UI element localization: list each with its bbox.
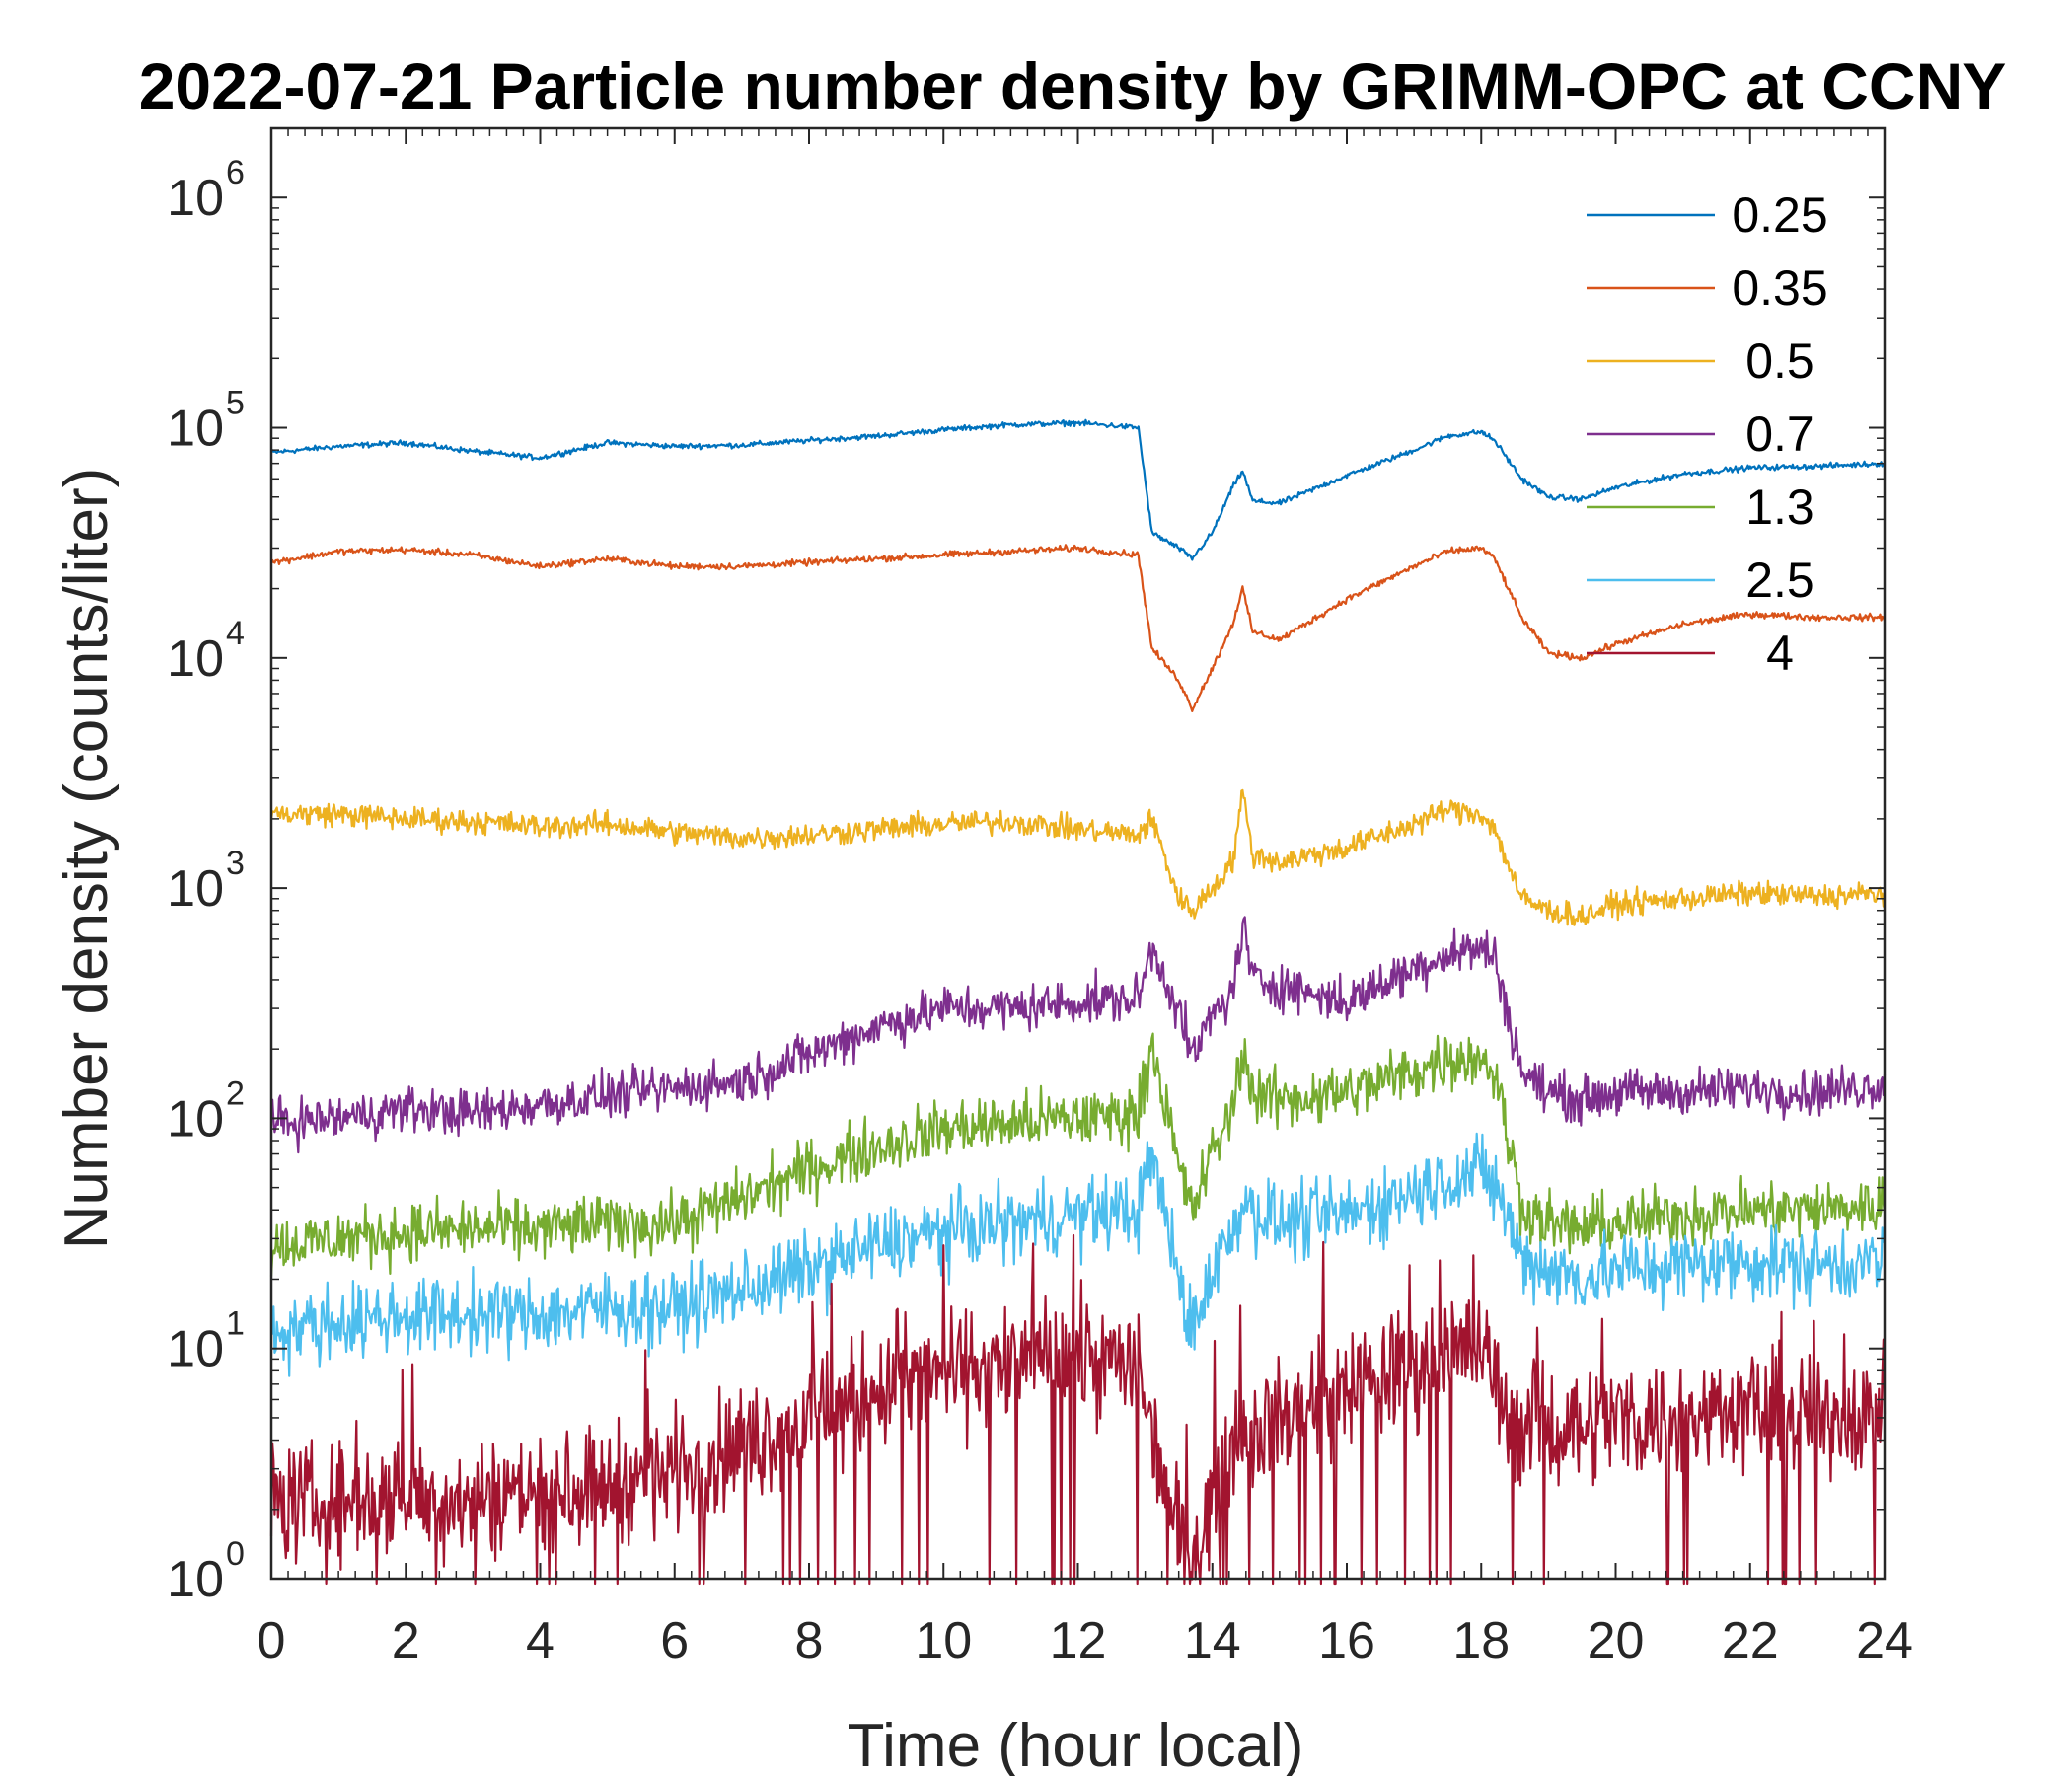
y-tick-label: 10 (167, 1090, 224, 1147)
y-tick-label: 10 (167, 860, 224, 918)
series-line-1.3 (269, 1032, 1887, 1277)
y-tick-label: 10 (167, 1321, 224, 1378)
y-tick-exponent: 5 (226, 385, 245, 422)
x-tick-label: 22 (1722, 1612, 1779, 1669)
x-tick-label: 20 (1588, 1612, 1645, 1669)
x-tick-label: 18 (1452, 1612, 1510, 1669)
legend-label-2.5: 2.5 (1745, 553, 1814, 608)
y-tick-exponent: 2 (226, 1074, 245, 1112)
x-axis-label: Time (hour local) (848, 1712, 1304, 1776)
y-tick-exponent: 6 (226, 154, 245, 191)
series-line-4 (269, 1233, 1887, 1586)
x-tick-label: 14 (1184, 1612, 1241, 1669)
legend: 0.25 0.35 0.5 0.7 1.3 2.5 4 (1587, 187, 1828, 681)
series-line-0.25 (270, 418, 1886, 561)
x-tick-label: 2 (392, 1612, 420, 1669)
legend-label-0.5: 0.5 (1745, 333, 1814, 389)
x-tick-label: 6 (660, 1612, 689, 1669)
y-tick-label: 10 (167, 630, 224, 688)
y-tick-exponent: 0 (226, 1535, 245, 1573)
y-tick-label: 10 (167, 170, 224, 227)
y-axis-label: Number density (counts/liter) (52, 468, 120, 1250)
series-line-0.5 (269, 788, 1887, 926)
x-tick-label: 24 (1856, 1612, 1913, 1669)
x-tick-label: 16 (1318, 1612, 1375, 1669)
series-layer (269, 418, 1887, 1586)
legend-label-0.35: 0.35 (1732, 260, 1827, 316)
legend-label-0.25: 0.25 (1732, 187, 1827, 243)
x-tick-label: 12 (1050, 1612, 1107, 1669)
x-tick-label: 0 (258, 1612, 286, 1669)
y-tick-exponent: 3 (226, 845, 245, 882)
series-line-0.7 (269, 916, 1887, 1154)
y-tick-label: 10 (167, 401, 224, 458)
y-tick-exponent: 1 (226, 1305, 245, 1343)
legend-label-4: 4 (1766, 626, 1794, 681)
legend-label-1.3: 1.3 (1745, 480, 1814, 535)
y-tick-exponent: 4 (226, 615, 245, 652)
x-tick-label: 10 (915, 1612, 972, 1669)
x-tick-label: 8 (795, 1612, 824, 1669)
series-line-0.35 (269, 544, 1887, 712)
chart-title: 2022-07-21 Particle number density by GR… (139, 49, 2007, 122)
legend-label-0.7: 0.7 (1745, 407, 1814, 462)
series-line-2.5 (270, 1132, 1886, 1377)
y-tick-label: 10 (167, 1551, 224, 1608)
x-tick-label: 4 (526, 1612, 555, 1669)
